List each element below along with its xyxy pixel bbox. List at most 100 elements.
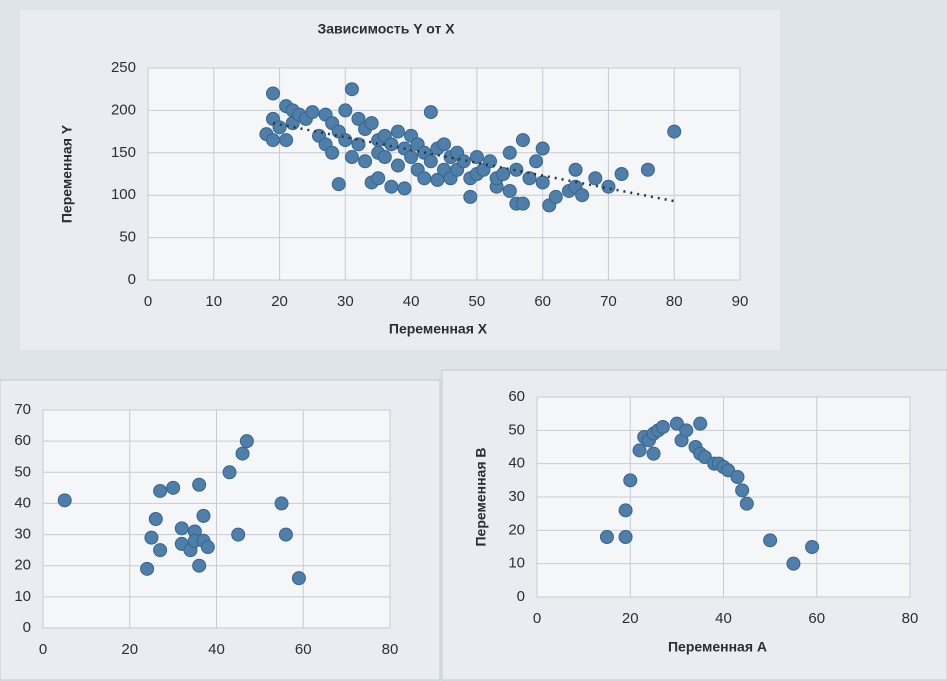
point — [423, 154, 438, 169]
chart-title: Зависимость Y от X — [317, 21, 455, 37]
point — [515, 133, 530, 148]
point — [548, 189, 563, 204]
y-tick-label: 30 — [14, 526, 31, 543]
point — [730, 470, 745, 484]
point — [174, 521, 189, 536]
point — [679, 423, 694, 438]
point — [344, 82, 359, 97]
x-tick-label: 20 — [622, 610, 639, 627]
x-tick-label: 0 — [144, 293, 152, 310]
point — [575, 188, 590, 203]
y-tick-label: 250 — [111, 59, 136, 76]
point — [601, 179, 616, 194]
point — [331, 177, 346, 192]
point — [235, 446, 250, 461]
point — [599, 530, 614, 544]
point — [192, 558, 207, 573]
point — [667, 124, 682, 139]
x-axis-title: Переменная X — [389, 321, 488, 337]
point — [437, 137, 451, 152]
point — [509, 162, 524, 177]
x-tick-label: 60 — [534, 293, 551, 310]
point — [57, 493, 72, 508]
point — [404, 150, 419, 165]
point — [529, 154, 544, 169]
point — [735, 483, 750, 498]
y-tick-label: 70 — [14, 401, 31, 418]
point — [239, 434, 254, 449]
x-tick-label: 60 — [808, 610, 825, 627]
point — [384, 179, 399, 194]
y-tick-label: 0 — [128, 271, 136, 288]
point — [535, 141, 550, 156]
point — [144, 530, 159, 545]
point — [351, 111, 366, 126]
point — [338, 103, 353, 118]
x-tick-label: 0 — [533, 610, 541, 627]
x-tick-label: 40 — [208, 641, 225, 658]
point — [196, 508, 211, 523]
x-tick-label: 70 — [600, 293, 617, 310]
y-tick-label: 50 — [14, 463, 31, 480]
point — [640, 162, 655, 177]
y-tick-label: 10 — [14, 588, 31, 605]
point — [358, 154, 373, 169]
point — [618, 503, 633, 518]
point — [377, 150, 392, 165]
x-tick-label: 50 — [469, 293, 486, 310]
point — [338, 133, 353, 148]
point — [588, 171, 603, 186]
y-axis-title: Переменная Y — [59, 124, 75, 223]
x-tick-label: 10 — [205, 293, 222, 310]
point — [305, 105, 320, 120]
point — [623, 473, 638, 488]
point — [739, 496, 754, 511]
point — [153, 543, 168, 558]
point — [390, 158, 405, 173]
point — [655, 420, 670, 434]
x-tick-label: 80 — [902, 610, 919, 627]
point — [279, 133, 294, 148]
point — [632, 443, 647, 458]
x-tick-label: 60 — [295, 641, 312, 658]
point — [646, 446, 661, 461]
y-tick-label: 30 — [508, 488, 525, 505]
point — [222, 465, 237, 480]
point — [496, 167, 511, 181]
x-tick-label: 20 — [271, 293, 288, 310]
point — [351, 137, 366, 152]
x-axis-title: Переменная A — [668, 639, 767, 655]
point — [344, 150, 359, 165]
point — [456, 154, 471, 169]
y-tick-label: 40 — [14, 494, 31, 511]
point — [325, 145, 340, 160]
x-tick-label: 0 — [39, 641, 47, 658]
y-tick-label: 10 — [508, 555, 525, 572]
point — [148, 512, 163, 526]
y-tick-label: 100 — [111, 186, 136, 203]
y-tick-label: 60 — [14, 432, 31, 449]
point — [763, 533, 778, 548]
point — [502, 145, 517, 160]
point — [278, 527, 293, 542]
point — [469, 150, 484, 165]
point — [568, 162, 583, 177]
point — [231, 527, 246, 542]
y-tick-label: 20 — [508, 521, 525, 538]
point — [502, 183, 517, 198]
point — [805, 540, 820, 554]
x-tick-label: 80 — [382, 641, 399, 658]
x-tick-label: 20 — [121, 641, 138, 658]
point — [522, 171, 537, 186]
point — [786, 556, 801, 571]
point — [693, 416, 708, 431]
x-tick-label: 40 — [715, 610, 732, 627]
trendline — [272, 121, 675, 203]
y-tick-label: 150 — [111, 144, 136, 161]
point — [200, 540, 215, 555]
y-axis-title: Переменная B — [473, 447, 489, 546]
x-tick-label: 90 — [732, 293, 749, 310]
point — [265, 86, 280, 101]
point — [390, 124, 405, 139]
